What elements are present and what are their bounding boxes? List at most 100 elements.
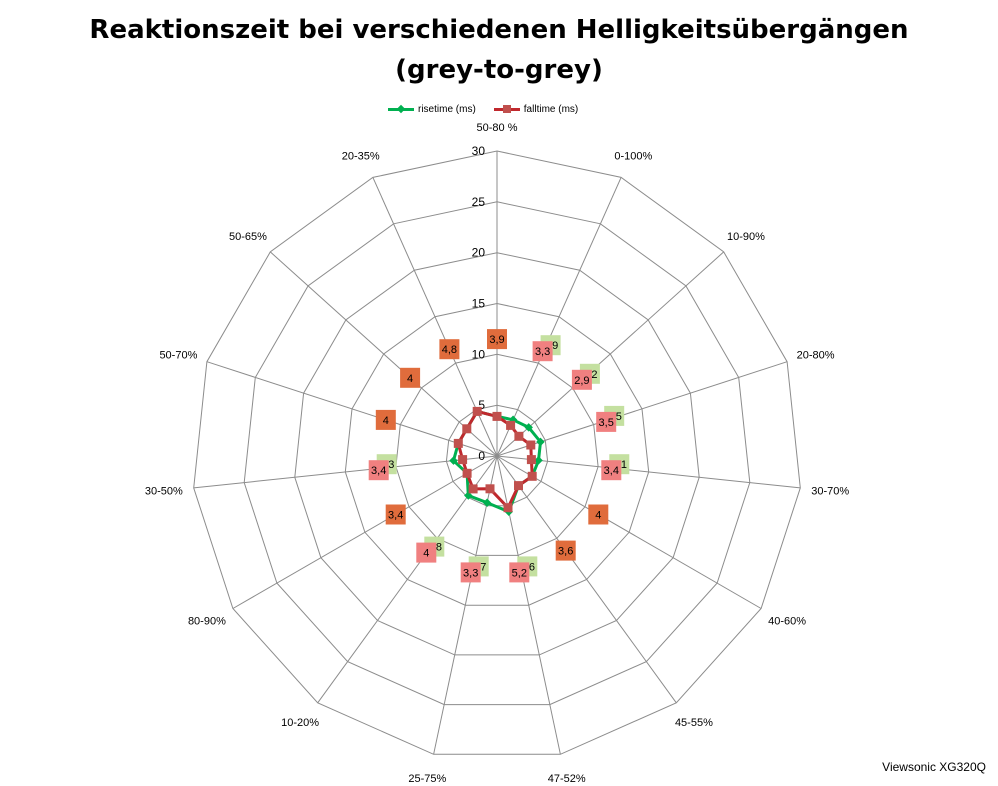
axis-spoke xyxy=(269,251,498,457)
axis-spoke xyxy=(496,455,801,489)
radial-tick-label: 5 xyxy=(478,398,485,412)
chart-subtitle: (grey-to-grey) xyxy=(395,55,603,85)
data-label-box xyxy=(375,409,396,430)
data-label: 3,9 xyxy=(489,334,504,346)
legend-swatch-risetime xyxy=(388,104,414,114)
radial-tick-label: 10 xyxy=(472,347,486,361)
data-label-box-falltime xyxy=(532,341,553,362)
axis-spoke xyxy=(496,251,725,457)
data-label-falltime: 4 xyxy=(423,548,429,560)
falltime-point xyxy=(526,440,536,450)
data-label-box xyxy=(588,504,609,525)
risetime-point xyxy=(449,456,458,465)
category-label: 10-20% xyxy=(281,717,319,729)
category-label: 45-55% xyxy=(675,717,713,729)
axis-spoke xyxy=(496,361,788,457)
grid-ring xyxy=(344,302,650,606)
legend-label-falltime: falltime (ms) xyxy=(523,103,579,115)
legend-swatch-falltime xyxy=(493,104,520,114)
chart-title: Reaktionszeit bei verschiedenen Helligke… xyxy=(0,10,998,90)
falltime-point xyxy=(514,481,523,491)
axis-spoke xyxy=(496,455,762,609)
data-label: 3,6 xyxy=(558,546,573,558)
radial-tick-label: 15 xyxy=(472,297,486,311)
falltime-point xyxy=(527,471,537,481)
falltime-point xyxy=(453,438,463,448)
falltime-point xyxy=(462,468,472,478)
data-label-box xyxy=(439,339,460,360)
category-label: 50-80 % xyxy=(477,122,518,134)
data-label-box-falltime xyxy=(596,411,617,432)
falltime-point xyxy=(462,424,472,434)
radial-tick-label: 0 xyxy=(478,449,485,463)
data-label-falltime: 3,3 xyxy=(535,346,550,358)
data-label-box xyxy=(400,367,421,388)
category-label: 25-75% xyxy=(408,773,446,785)
falltime-point xyxy=(526,455,536,465)
data-label-falltime: 5,2 xyxy=(512,567,527,579)
category-label: 0-100% xyxy=(614,150,652,162)
data-label-box-falltime xyxy=(368,460,389,481)
falltime-point xyxy=(514,431,524,441)
data-label-box xyxy=(385,504,406,525)
radial-tick-label: 30 xyxy=(472,144,486,158)
radial-tick-label: 20 xyxy=(472,246,486,260)
category-label: 80-90% xyxy=(188,616,226,628)
legend-item-falltime: falltime (ms) xyxy=(493,103,579,115)
falltime-point xyxy=(458,455,468,465)
data-label-falltime: 3,3 xyxy=(463,567,478,579)
grid-ring xyxy=(243,201,751,706)
watermark: Viewsonic XG320Q xyxy=(882,760,986,774)
legend-item-risetime: risetime (ms) xyxy=(388,104,476,115)
data-label: 4 xyxy=(407,373,413,385)
falltime-point xyxy=(506,420,516,430)
legend-label-risetime: risetime (ms) xyxy=(418,103,476,115)
data-label-box xyxy=(555,540,576,561)
chart-title-main: Reaktionszeit bei verschiedenen Helligke… xyxy=(89,15,909,45)
data-label: 4,8 xyxy=(442,344,457,356)
category-label: 10-90% xyxy=(727,231,765,243)
grid-ring xyxy=(294,252,700,656)
grid-ring xyxy=(395,353,599,556)
axis-spoke xyxy=(232,455,498,609)
series-line-1 xyxy=(456,409,534,510)
data-label-falltime: 3,4 xyxy=(604,465,619,477)
falltime-point xyxy=(503,503,513,513)
data-label-box-falltime xyxy=(601,460,622,481)
category-label: 30-50% xyxy=(145,485,183,497)
data-label-falltime: 3,5 xyxy=(599,417,614,429)
data-label-falltime: 2,9 xyxy=(574,375,589,387)
axis-spoke xyxy=(496,455,677,704)
category-label: 20-80% xyxy=(797,349,835,361)
falltime-point xyxy=(485,484,495,494)
axis-spoke xyxy=(206,361,498,457)
data-label-falltime: 3,4 xyxy=(371,465,386,477)
category-label: 47-52% xyxy=(548,773,586,785)
falltime-point xyxy=(468,484,478,494)
data-label-box xyxy=(487,329,507,350)
category-label: 50-65% xyxy=(229,231,267,243)
falltime-point xyxy=(492,411,502,421)
category-label: 50-70% xyxy=(159,349,197,361)
falltime-point xyxy=(472,406,482,416)
risetime-point xyxy=(536,437,545,447)
data-label: 4 xyxy=(383,415,389,427)
data-label-box-falltime xyxy=(571,369,592,390)
category-label: 20-35% xyxy=(342,150,380,162)
data-label: 3,4 xyxy=(388,510,403,522)
axis-spoke xyxy=(496,177,622,457)
radial-tick-label: 25 xyxy=(472,195,486,209)
category-label: 40-60% xyxy=(768,616,806,628)
risetime-point xyxy=(524,423,533,432)
chart-legend: risetime (ms) falltime (ms) xyxy=(388,101,578,117)
data-label-box-falltime xyxy=(460,562,481,583)
data-label: 4 xyxy=(595,510,601,522)
risetime-point xyxy=(534,456,543,465)
category-label: 30-70% xyxy=(811,485,849,497)
data-label-box-falltime xyxy=(509,562,530,583)
data-label-box-falltime xyxy=(416,542,437,563)
grid-ring xyxy=(193,150,801,755)
axis-spoke xyxy=(193,455,498,489)
risetime-point xyxy=(482,498,492,507)
